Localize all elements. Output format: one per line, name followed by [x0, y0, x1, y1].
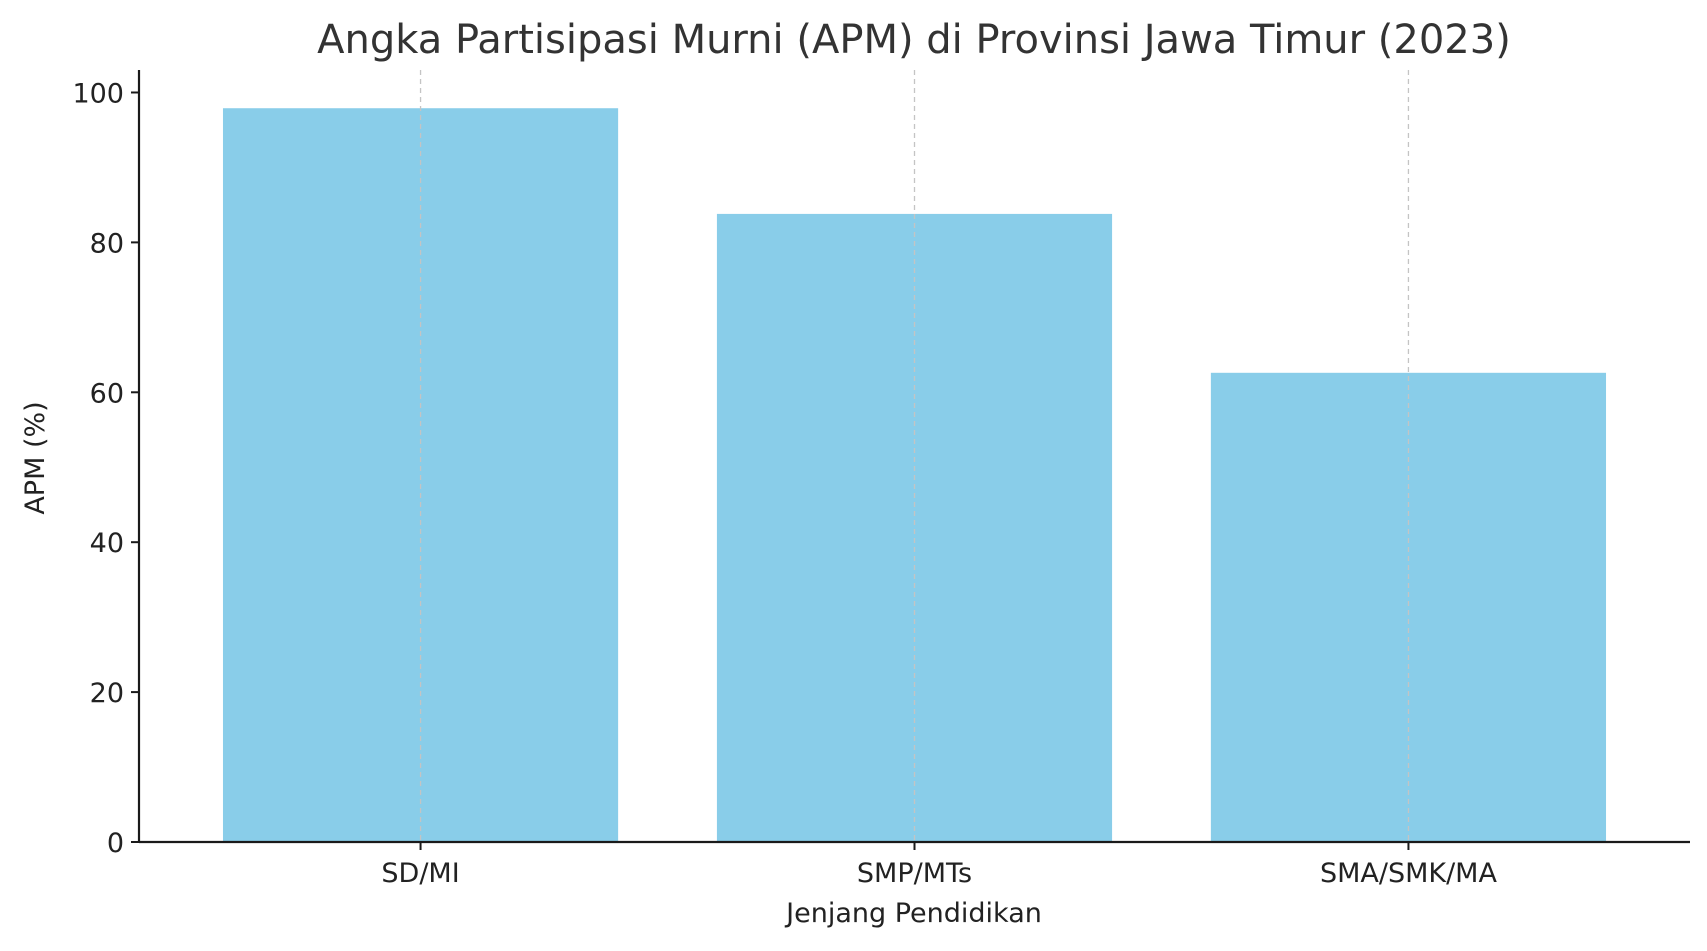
x-tick-label: SMA/SMK/MA — [1320, 858, 1498, 889]
x-tick-layer: SD/MI SMP/MTs SMA/SMK/MA — [381, 842, 1497, 889]
grid-layer — [419, 70, 1410, 842]
x-axis-label: Jenjang Pendidikan — [784, 898, 1042, 929]
y-tick-label: 20 — [90, 678, 124, 709]
y-tick-label: 80 — [90, 228, 124, 259]
chart-title: Angka Partisipasi Murni (APM) di Provins… — [317, 17, 1511, 63]
bar-layer — [222, 108, 1607, 843]
y-tick-label: 60 — [90, 378, 124, 409]
y-tick-layer: 0 20 40 60 80 100 — [72, 78, 139, 859]
y-axis-label: APM (%) — [20, 401, 51, 514]
y-tick-label: 100 — [72, 78, 124, 109]
x-tick-label: SMP/MTs — [857, 858, 972, 889]
x-tick-label: SD/MI — [381, 858, 459, 889]
y-tick-label: 40 — [90, 528, 124, 559]
y-tick-label: 0 — [107, 828, 124, 859]
